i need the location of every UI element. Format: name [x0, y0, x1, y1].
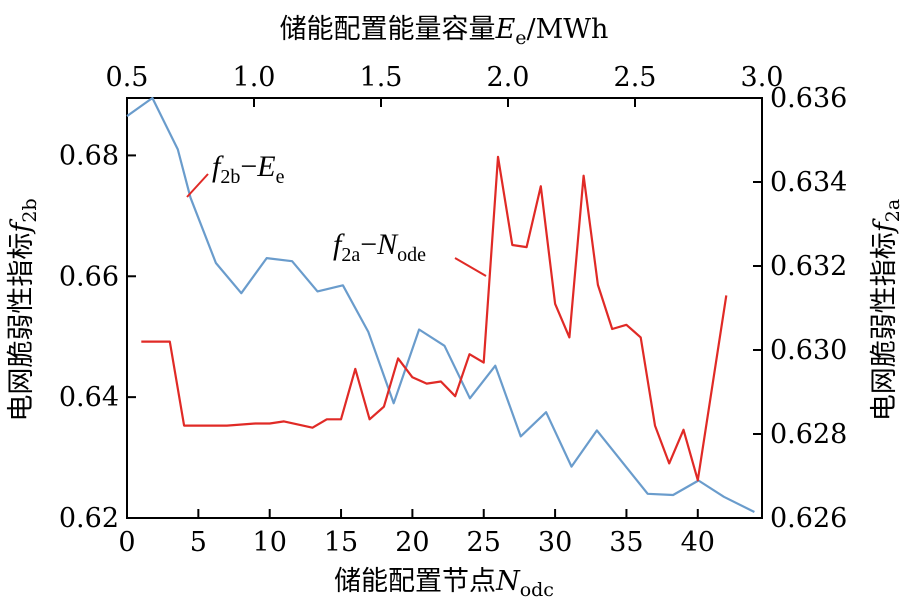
bottom-tick-label: 35 [609, 527, 643, 558]
right-axis-title: 电网脆弱性指标f2a [869, 199, 904, 421]
bottom-tick-label: 5 [190, 527, 207, 558]
right-tick-label: 0.626 [770, 503, 847, 534]
bottom-tick-label: 0 [118, 527, 135, 558]
plot-frame [126, 97, 763, 519]
top-tick-label: 2.5 [614, 62, 657, 93]
blue-series-annotation: f2b−Ee [212, 150, 285, 188]
top-tick-label: 2.0 [487, 62, 530, 93]
right-tick-label: 0.632 [770, 251, 847, 282]
bottom-tick-label: 10 [253, 527, 287, 558]
top-tick-label: 3.0 [741, 62, 784, 93]
blue-series-leader-line [186, 173, 209, 198]
red-series-annotation: f2a−Node [333, 228, 426, 266]
top-tick-label: 0.5 [106, 62, 149, 93]
right-tick-label: 0.636 [770, 83, 847, 114]
left-tick-label: 0.68 [59, 140, 119, 171]
left-tick-label: 0.66 [59, 261, 119, 292]
right-tick-label: 0.628 [770, 419, 847, 450]
right-tick-label: 0.634 [770, 167, 847, 198]
f2a-Node-series-line [141, 155, 728, 482]
ticks-layer: 0 5 10 15 20 25 30 35 40 0.5 1.0 1.5 2.0 2.5 3.0 0.62 0.… [59, 62, 847, 558]
bottom-tick-label: 20 [395, 527, 429, 558]
top-tick-label: 1.5 [360, 62, 403, 93]
bottom-tick-label: 15 [324, 527, 358, 558]
top-axis-title: 储能配置能量容量Ee/MWh [280, 14, 609, 49]
left-axis-title: 电网脆弱性指标f2b [6, 198, 41, 421]
left-tick-label: 0.62 [59, 503, 119, 534]
bottom-tick-label: 25 [467, 527, 501, 558]
red-series-leader-line [454, 257, 487, 277]
bottom-axis-title: 储能配置节点Nodc [334, 566, 554, 601]
top-tick-label: 1.0 [233, 62, 276, 93]
bottom-tick-label: 30 [538, 527, 572, 558]
series-layer [126, 96, 755, 513]
f2b-Ee-series-line [126, 96, 755, 513]
bottom-tick-label: 40 [681, 527, 715, 558]
left-tick-label: 0.64 [59, 382, 119, 413]
right-tick-label: 0.630 [770, 335, 847, 366]
